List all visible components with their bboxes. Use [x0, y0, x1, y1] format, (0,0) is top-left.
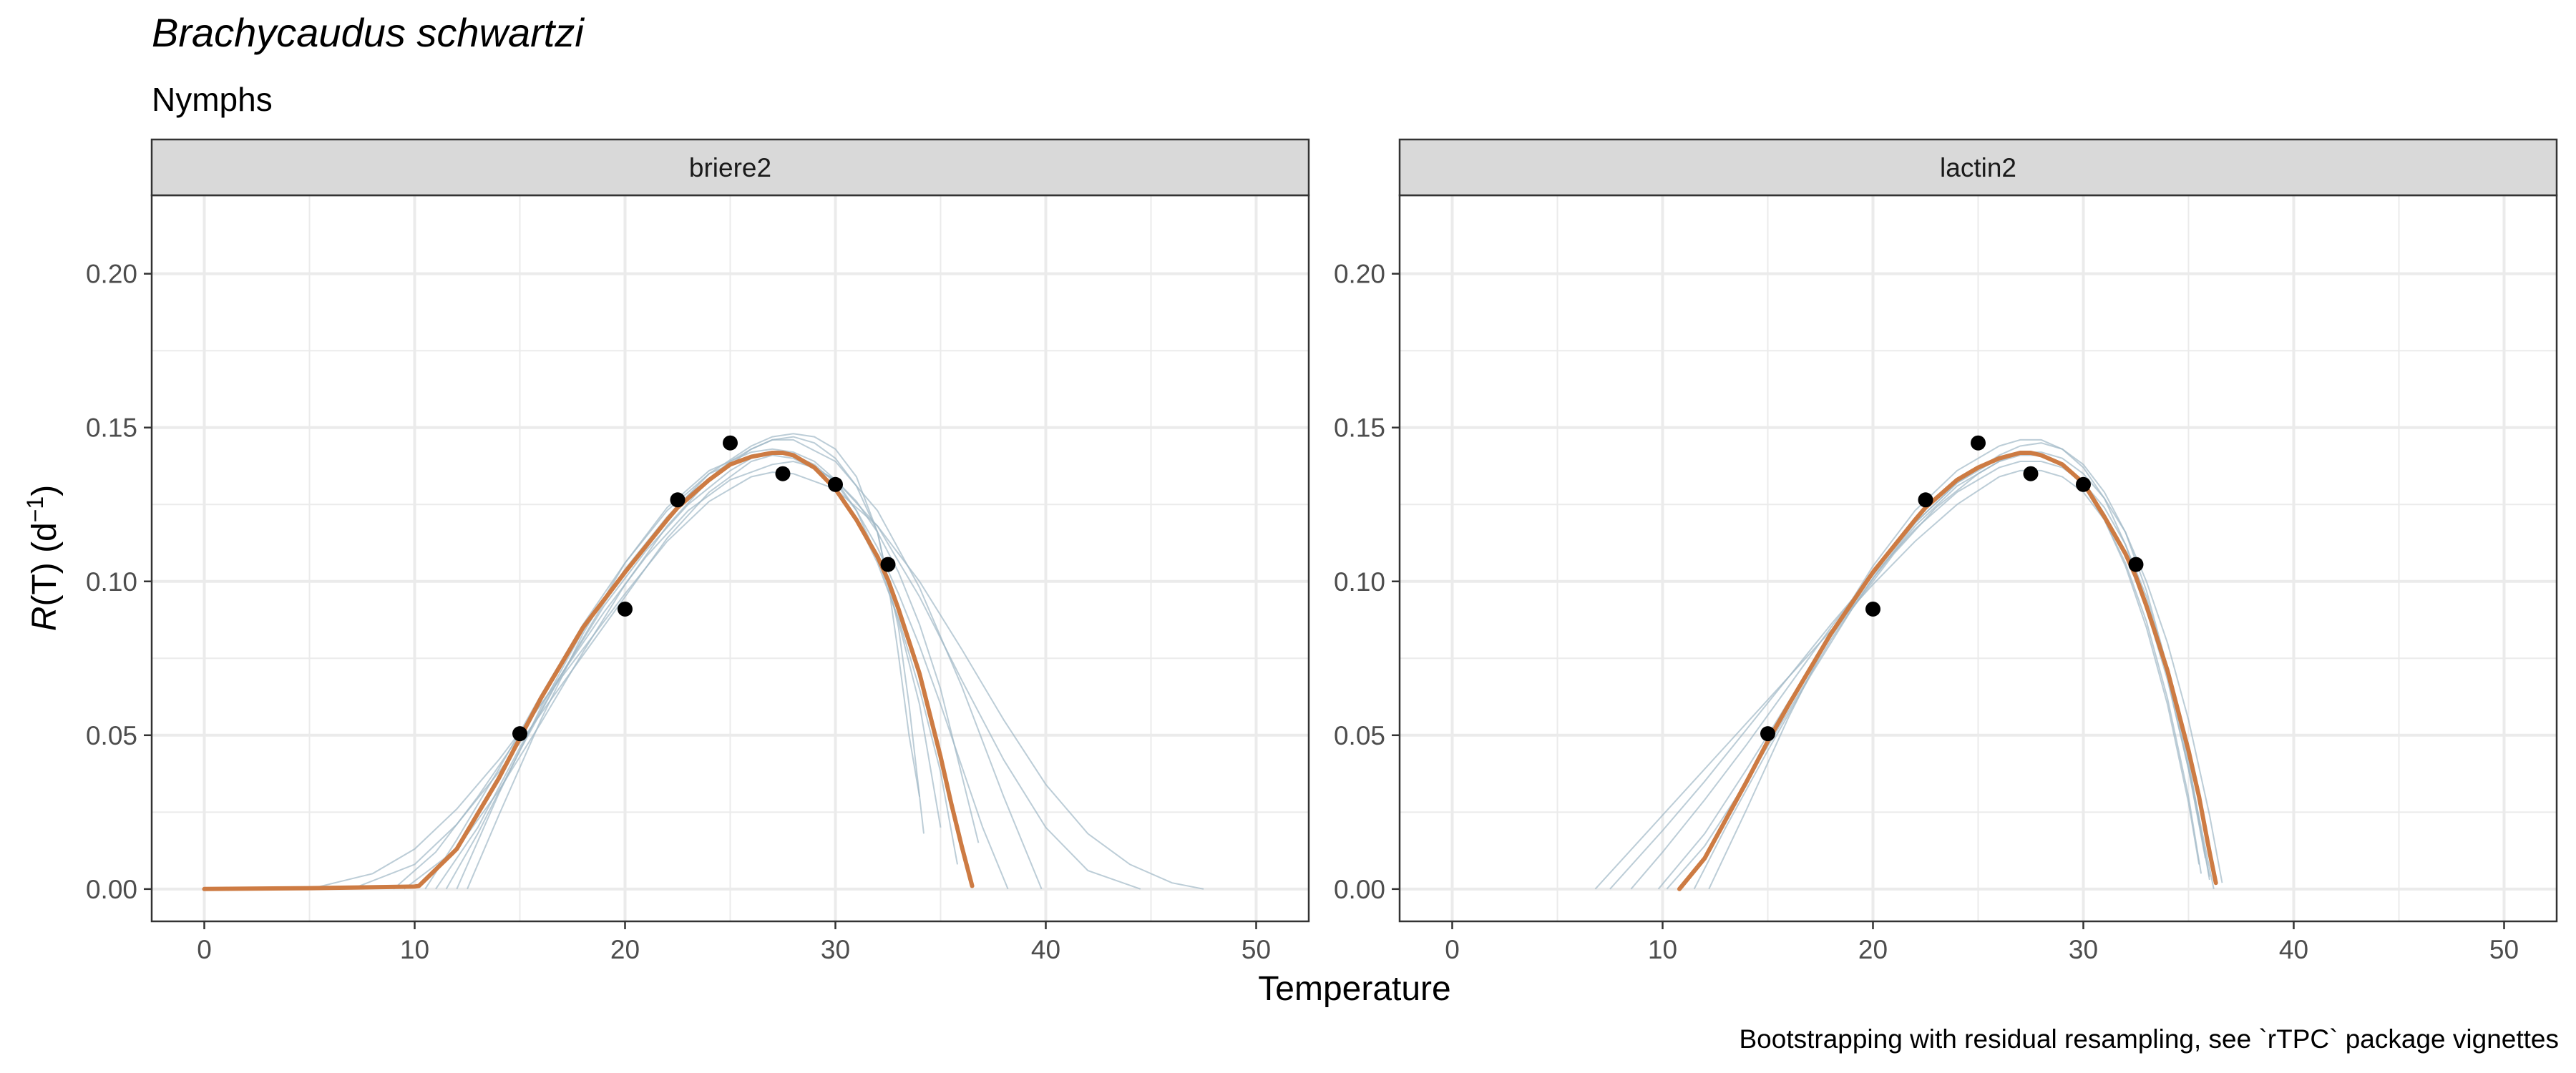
- x-tick-label: 0: [197, 935, 212, 964]
- bootstrap-curve-lactin2-1: [1594, 469, 2202, 890]
- y-axis-label-middle: (T) (d: [26, 522, 64, 606]
- data-point-lactin2-5: [2023, 466, 2039, 481]
- y-tick-label: 0.15: [1334, 413, 1385, 443]
- plot-title: Brachycaudus schwartzi: [152, 10, 585, 55]
- x-axis-label: Temperature: [1258, 970, 1450, 1008]
- x-tick-label: 30: [821, 935, 850, 964]
- data-point-lactin2-7: [2128, 557, 2144, 572]
- y-axis-ticks-briere2: 0.00 0.05 0.10 0.15 0.20: [86, 260, 152, 904]
- x-tick-label: 0: [1445, 935, 1460, 964]
- y-tick-label: 0.05: [86, 721, 137, 750]
- strip-background-briere2: [150, 138, 1310, 197]
- x-axis-ticks-lactin2: 0 10 20 30 40 50: [1445, 921, 2519, 964]
- y-tick-label: 0.10: [86, 567, 137, 597]
- y-axis-label-suffix: ): [26, 485, 64, 496]
- panel-grid-briere2: [152, 195, 1309, 921]
- fit-line-briere2: [202, 451, 975, 891]
- x-tick-label: 10: [1648, 935, 1677, 964]
- y-tick-label: 0.20: [86, 260, 137, 289]
- y-axis-label-superscript: −1: [22, 496, 48, 522]
- facet-panel-lactin2: lactin2 0.00 0.05 0.10 0.15 0.20 0 10 20 30 40 50: [1334, 138, 2558, 964]
- x-tick-label: 40: [1031, 935, 1060, 964]
- y-tick-label: 0.10: [1334, 567, 1385, 597]
- x-tick-label: 50: [1241, 935, 1271, 964]
- y-tick-label: 0.20: [1334, 260, 1385, 289]
- plot-subtitle: Nymphs: [152, 81, 273, 118]
- x-axis-ticks-briere2: 0 10 20 30 40 50: [197, 921, 1271, 964]
- data-point-briere2-1: [512, 726, 527, 742]
- x-tick-label: 30: [2069, 935, 2098, 964]
- y-tick-label: 0.15: [86, 413, 137, 443]
- fit-curve-briere2: [202, 451, 975, 891]
- strip-label-lactin2: lactin2: [1940, 153, 2016, 182]
- y-axis-label-prefix: R: [26, 607, 64, 632]
- facet-panel-briere2: briere2 0.00 0.05 0.10 0.15 0.20 0 10 20 30 40 50: [86, 138, 1310, 964]
- panel-grid-lactin2: [1400, 195, 2557, 921]
- data-points-briere2: [512, 435, 896, 742]
- data-point-briere2-7: [880, 557, 896, 572]
- fit-curve-lactin2: [1677, 451, 2218, 891]
- caption: Bootstrapping with residual resampling, …: [1739, 1024, 2559, 1054]
- data-point-briere2-2: [618, 601, 633, 617]
- y-axis-ticks-lactin2: 0.00 0.05 0.10 0.15 0.20: [1334, 260, 1400, 904]
- data-point-lactin2-4: [1971, 435, 1986, 451]
- data-point-lactin2-2: [1865, 601, 1880, 617]
- fit-line-lactin2: [1677, 451, 2218, 891]
- data-point-briere2-3: [670, 492, 686, 508]
- data-points-lactin2: [1760, 435, 2144, 742]
- data-point-lactin2-3: [1918, 492, 1933, 508]
- x-tick-label: 20: [1858, 935, 1888, 964]
- bootstrap-curve-lactin2-2: [1609, 461, 2210, 890]
- x-tick-label: 10: [400, 935, 429, 964]
- strip-background-lactin2: [1398, 138, 2558, 197]
- y-tick-label: 0.00: [86, 875, 137, 904]
- data-point-briere2-5: [775, 466, 791, 481]
- strip-label-briere2: briere2: [689, 153, 771, 182]
- data-point-briere2-4: [723, 435, 738, 451]
- y-tick-label: 0.05: [1334, 721, 1385, 750]
- data-point-lactin2-1: [1760, 726, 1775, 742]
- y-axis-label: R(T) (d−1): [22, 485, 64, 631]
- x-tick-label: 20: [610, 935, 640, 964]
- bootstrap-curve-briere2-1: [309, 471, 1204, 890]
- y-tick-label: 0.00: [1334, 875, 1385, 904]
- x-tick-label: 50: [2489, 935, 2519, 964]
- data-point-briere2-6: [828, 476, 843, 492]
- data-point-lactin2-6: [2076, 476, 2091, 492]
- bootstrap-curve-lactin2-3: [1630, 442, 2215, 890]
- x-tick-label: 40: [2279, 935, 2308, 964]
